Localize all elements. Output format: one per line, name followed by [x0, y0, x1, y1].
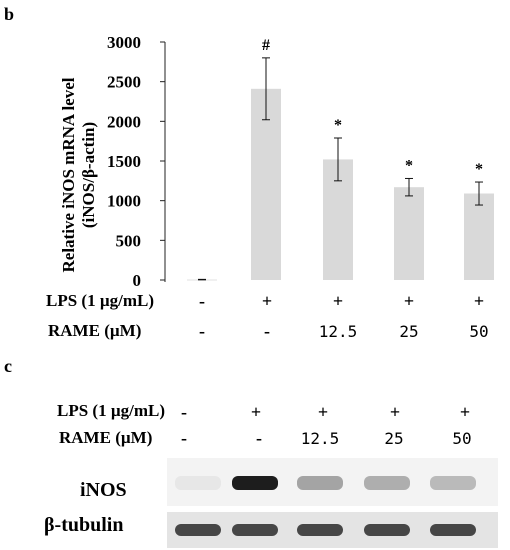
condition-value: - — [199, 291, 205, 311]
y-tick-label: 2000 — [107, 112, 141, 131]
inos-blot-background — [167, 458, 498, 506]
panel-c-letter: c — [4, 356, 12, 376]
y-axis-title: Relative iNOS mRNA level (iNOS/β-actin) — [59, 77, 98, 272]
inos-blot-bands — [175, 476, 476, 490]
y-tick-label: 1500 — [107, 152, 141, 171]
blot-band — [297, 524, 343, 536]
y-tick-label: 2500 — [107, 73, 141, 92]
rame-row-label: RAME (µM) — [48, 321, 141, 340]
bar-group: # * * * — [187, 37, 494, 281]
condition-value: + — [262, 291, 272, 311]
condition-value: + — [333, 291, 343, 311]
panel-b-condition-table: LPS (1 µg/mL) RAME (µM) - + + + + - - 12.5 25 50 — [46, 291, 489, 341]
y-axis-title-line1: Relative iNOS mRNA level — [59, 77, 78, 272]
condition-value: + — [460, 402, 470, 422]
y-tick-label: 1000 — [107, 192, 141, 211]
condition-value: - — [256, 428, 262, 448]
condition-value: - — [181, 428, 187, 448]
significance-marker: * — [334, 117, 342, 134]
condition-value: 50 — [469, 322, 488, 341]
y-tick-label: 500 — [116, 231, 142, 250]
blot-band — [232, 476, 278, 490]
y-axis-title-line2: (iNOS/β-actin) — [79, 122, 98, 228]
bar — [251, 88, 281, 280]
blot-band — [297, 476, 343, 490]
blot-band — [364, 524, 410, 536]
y-tick-label: 0 — [133, 271, 142, 290]
significance-marker: * — [405, 157, 413, 174]
panel-b-letter: b — [4, 4, 14, 24]
condition-value: 12.5 — [319, 322, 358, 341]
lps-row-label: LPS (1 µg/mL) — [46, 291, 154, 310]
condition-value: + — [390, 402, 400, 422]
condition-value: 50 — [452, 429, 471, 448]
blot-band — [232, 524, 278, 536]
condition-value: 25 — [399, 322, 418, 341]
blot-band — [430, 524, 476, 536]
blot-band — [175, 476, 221, 490]
lps-row-label-c: LPS (1 µg/mL) — [57, 401, 165, 420]
panel-c-condition-table: LPS (1 µg/mL) RAME (µM) - + + + + - - 12.5 25 50 — [57, 401, 472, 448]
condition-value: - — [264, 321, 270, 341]
blot-band — [175, 524, 221, 536]
significance-marker: * — [475, 161, 483, 178]
condition-value: 25 — [384, 429, 403, 448]
condition-value: + — [251, 402, 261, 422]
inos-blot-label: iNOS — [80, 479, 127, 501]
rame-row-label-c: RAME (µM) — [59, 428, 152, 447]
condition-value: 12.5 — [301, 429, 340, 448]
significance-marker: # — [262, 37, 270, 54]
condition-value: + — [404, 291, 414, 311]
blot-band — [430, 476, 476, 490]
condition-value: + — [318, 402, 328, 422]
tubulin-blot-bands — [175, 524, 476, 536]
bar — [394, 187, 424, 280]
condition-value: - — [199, 321, 205, 341]
y-axis-ticks: 0 500 1000 1500 2000 2500 3000 — [107, 33, 165, 290]
condition-value: - — [181, 402, 187, 422]
blot-band — [364, 476, 410, 490]
tubulin-blot-label: β-tubulin — [44, 514, 123, 536]
y-tick-label: 3000 — [107, 33, 141, 52]
condition-value: + — [474, 291, 484, 311]
bar — [464, 193, 494, 280]
